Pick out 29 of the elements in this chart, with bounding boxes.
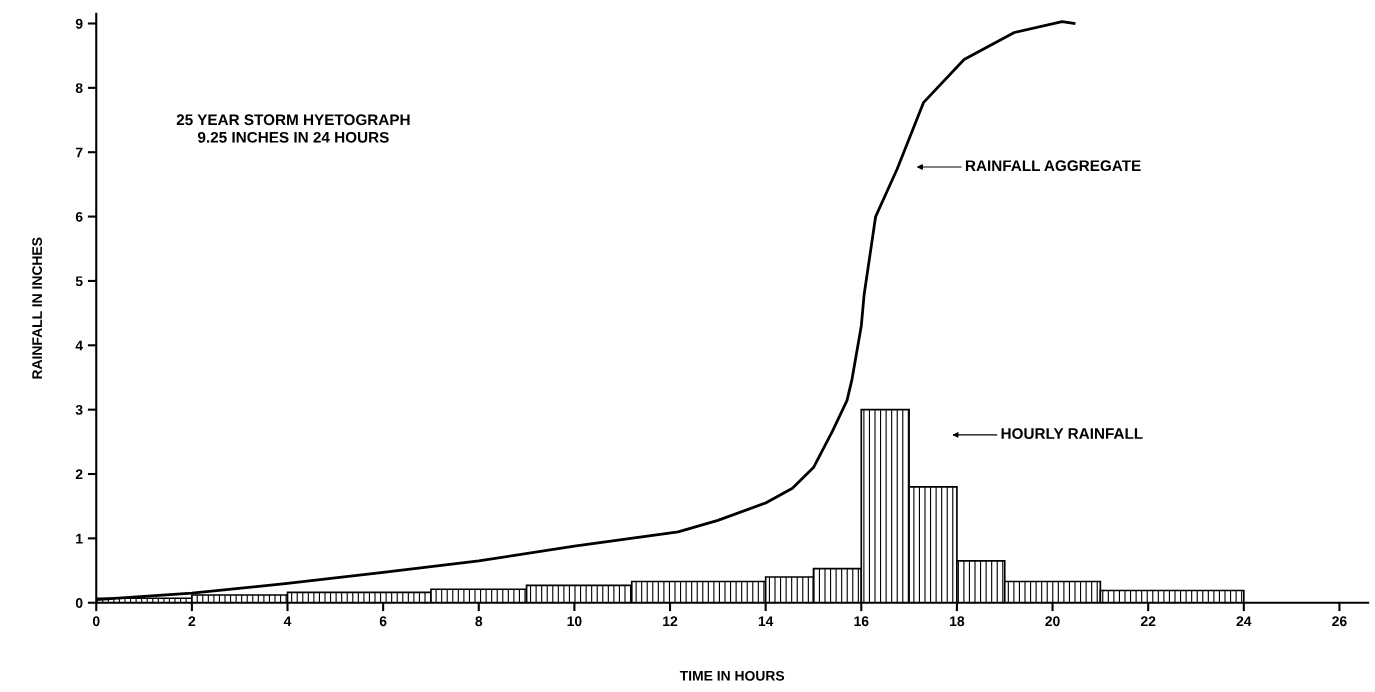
y-tick-label: 3 [75, 404, 83, 415]
y-tick-label: 2 [75, 469, 83, 480]
x-tick-label: 20 [1045, 616, 1060, 627]
x-tick-label: 10 [567, 616, 582, 627]
annotation: 25 YEAR STORM HYETOGRAPH 9.25 INCHES IN 24 HOURS [176, 114, 410, 143]
x-tick-label: 8 [475, 616, 483, 627]
y-tick-label: 0 [75, 598, 83, 608]
x-tick-label: 4 [283, 616, 292, 626]
x-tick-label: 0 [92, 616, 100, 627]
x-tick-label: 18 [950, 616, 965, 627]
x-tick-label: 16 [854, 616, 869, 627]
x-tick-label: 2 [188, 616, 196, 626]
x-tick-label: 6 [379, 616, 387, 627]
y-tick-label: 1 [76, 533, 83, 544]
y-tick-label: 4 [75, 340, 83, 351]
y-tick-label: 8 [75, 83, 83, 94]
x-tick-label: 14 [758, 616, 774, 626]
y-axis-title: RAINFALL IN INCHES [32, 237, 43, 379]
x-axis-title: TIME IN HOURS [679, 670, 785, 681]
y-tick-label: 7 [75, 147, 83, 158]
y-tick-label: 6 [75, 211, 83, 222]
x-tick-label: 12 [663, 616, 678, 626]
x-tick-label: 24 [1236, 616, 1252, 626]
y-tick-label: 9 [75, 18, 83, 29]
x-tick-label: 26 [1332, 616, 1347, 627]
y-tick-label: 5 [75, 276, 83, 287]
annotation: RAINFALL AGGREGATE [965, 160, 1141, 172]
x-tick-label: 22 [1140, 616, 1156, 626]
annotation: HOURLY RAINFALL [1001, 428, 1143, 439]
